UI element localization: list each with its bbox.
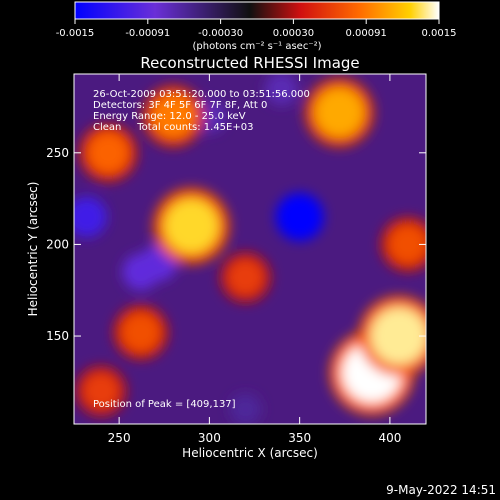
colorbar-ticks: -0.0015 -0.00091 -0.00030 0.00030 0.00091 0.0… xyxy=(56,19,457,39)
heatmap-bright-region xyxy=(121,313,161,352)
heatmap-bright-region xyxy=(314,87,365,138)
heatmap-bright-region xyxy=(388,225,426,264)
heatmap-dim-region xyxy=(229,393,262,424)
heatmap-bright-region xyxy=(370,307,426,365)
heatmap-dim-region xyxy=(122,253,160,291)
peak-position-label: Position of Peak = [409,137] xyxy=(93,399,236,410)
heatmap-regions xyxy=(74,74,426,424)
timestamp: 9-May-2022 14:51 xyxy=(386,483,496,497)
y-tick-label: 150 xyxy=(46,329,69,343)
chart-title: Reconstructed RHESSI Image xyxy=(140,54,359,72)
colorbar-unit-label: (photons cm⁻² s⁻¹ asec⁻²) xyxy=(192,41,321,52)
heatmap-dim-region xyxy=(74,196,107,238)
heatmap-bright-region xyxy=(164,198,219,254)
colorbar-tick-label: -0.00091 xyxy=(125,28,170,39)
colorbar-tick-label: 0.00091 xyxy=(346,28,387,39)
heatmap-dim-region xyxy=(265,74,299,106)
annotation-counts: Clean Total counts: 1.45E+03 xyxy=(93,122,253,133)
colorbar-tick-label: -0.0015 xyxy=(56,28,95,39)
annotation-time: 26-Oct-2009 03:51:20.000 to 03:51:56.000 xyxy=(93,89,310,100)
colorbar-tick-label: 0.00030 xyxy=(273,28,314,39)
y-tick-label: 250 xyxy=(46,146,69,160)
colorbar-tick-label: -0.00030 xyxy=(198,28,243,39)
x-tick-label: 350 xyxy=(288,431,311,445)
heatmap-image xyxy=(74,74,426,424)
heatmap-bright-region xyxy=(227,259,264,296)
heatmap-bright-region xyxy=(87,132,129,174)
x-tick-label: 250 xyxy=(108,431,131,445)
axis-ticks: 250 300 350 400 150 200 250 xyxy=(46,74,426,445)
annotation-energy: Energy Range: 12.0 - 25.0 keV xyxy=(93,111,246,122)
x-tick-label: 300 xyxy=(198,431,221,445)
x-tick-label: 400 xyxy=(378,431,401,445)
annotation-detectors: Detectors: 3F 4F 5F 6F 7F 8F, Att 0 xyxy=(93,100,267,111)
colorbar xyxy=(74,1,440,20)
y-tick-label: 200 xyxy=(46,237,69,251)
heatmap-bright-region xyxy=(83,373,120,410)
heatmap-dim-region xyxy=(275,192,324,241)
colorbar-tick-label: 0.0015 xyxy=(422,28,457,39)
y-axis-label: Heliocentric Y (arcsec) xyxy=(26,182,40,317)
plot-frame xyxy=(73,73,427,425)
x-axis-label: Heliocentric X (arcsec) xyxy=(182,446,318,460)
heatmap-bright-region xyxy=(151,94,196,139)
